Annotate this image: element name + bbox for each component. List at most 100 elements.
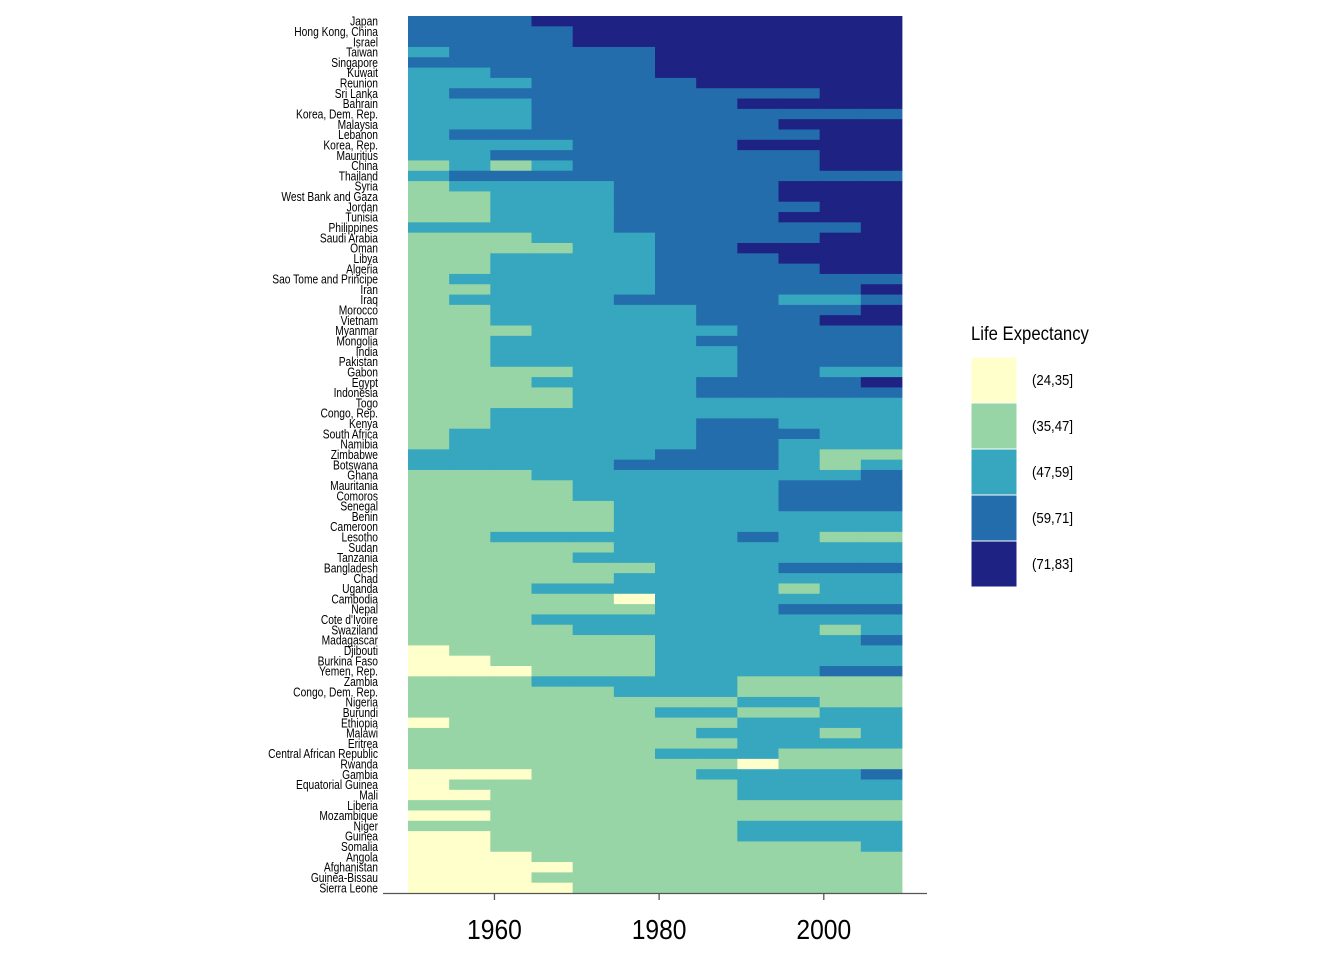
heatmap-cell <box>737 635 779 646</box>
heatmap-cell <box>531 542 574 553</box>
heatmap-cell <box>737 666 779 677</box>
heatmap-cell <box>449 562 491 574</box>
heatmap-cell <box>613 707 656 718</box>
heatmap-cell <box>778 707 821 718</box>
heatmap-cell <box>737 36 779 48</box>
heatmap-cell <box>778 439 821 450</box>
heatmap-cell <box>778 696 821 708</box>
heatmap-cell <box>655 77 697 89</box>
heatmap-cell <box>737 521 779 533</box>
heatmap-cell <box>778 573 821 584</box>
heatmap-cell <box>696 263 738 275</box>
heatmap-cell <box>613 820 656 832</box>
heatmap-cell <box>737 88 779 99</box>
heatmap-cell <box>737 676 779 688</box>
heatmap-cell <box>819 160 862 172</box>
heatmap-cell <box>613 810 656 822</box>
heatmap-cell <box>490 253 532 265</box>
heatmap-cell <box>778 129 821 141</box>
heatmap-cell <box>655 862 697 873</box>
heatmap-cell <box>860 397 903 409</box>
heatmap-cell <box>860 717 903 729</box>
heatmap-cell <box>696 222 738 234</box>
heatmap-cell <box>613 325 656 337</box>
heatmap-cell <box>696 36 738 48</box>
heatmap-cell <box>572 170 615 182</box>
heatmap-cell <box>531 552 574 564</box>
heatmap-cell <box>655 119 697 130</box>
heatmap-cell <box>655 882 697 894</box>
heatmap-cell <box>860 304 903 316</box>
heatmap-cell <box>819 758 862 770</box>
heatmap-cell <box>449 36 491 48</box>
heatmap-cell <box>490 552 532 564</box>
heatmap-cell <box>655 655 697 667</box>
heatmap-cell <box>572 624 615 636</box>
heatmap-cell <box>737 397 779 409</box>
heatmap-cell <box>819 521 862 533</box>
heatmap-cell <box>655 645 697 657</box>
heatmap-cell <box>696 284 738 295</box>
heatmap-cell <box>737 748 779 760</box>
heatmap-cell <box>531 490 574 502</box>
heatmap-cell <box>572 418 615 430</box>
heatmap-cell <box>572 521 615 533</box>
heatmap-cell <box>531 758 574 770</box>
heatmap-cell <box>408 408 450 419</box>
heatmap-cell <box>737 779 779 791</box>
heatmap-cell <box>778 356 821 368</box>
heatmap-cell <box>819 273 862 285</box>
heatmap-cell <box>819 820 862 832</box>
heatmap-cell <box>860 655 903 667</box>
heatmap-cell <box>531 304 574 316</box>
heatmap-cell <box>408 614 450 626</box>
country-label: Guinea <box>345 831 379 844</box>
heatmap-cell <box>408 232 450 244</box>
heatmap-cell <box>449 738 491 749</box>
heatmap-cell <box>778 531 821 543</box>
heatmap-cell <box>655 263 697 275</box>
heatmap-cell <box>655 851 697 863</box>
heatmap-cell <box>490 573 532 584</box>
heatmap-cell <box>860 242 903 254</box>
heatmap-cell <box>778 201 821 213</box>
heatmap-cell <box>778 872 821 884</box>
heatmap-cell <box>572 562 615 574</box>
heatmap-cell <box>696 449 738 461</box>
heatmap-cell <box>778 181 821 192</box>
heatmap-cell <box>737 480 779 492</box>
heatmap-cell <box>819 232 862 244</box>
heatmap-cell <box>819 222 862 234</box>
country-label: India <box>356 346 379 359</box>
heatmap-cell <box>737 593 779 605</box>
heatmap-cell <box>531 882 574 894</box>
heatmap-cell <box>819 108 862 120</box>
heatmap-cell <box>737 263 779 275</box>
heatmap-cell <box>819 98 862 110</box>
heatmap-cell <box>737 851 779 863</box>
heatmap-cell <box>572 387 615 399</box>
heatmap-cell <box>696 666 738 677</box>
heatmap-cell <box>572 500 615 512</box>
heatmap-cell <box>778 480 821 492</box>
heatmap-cell <box>860 356 903 368</box>
heatmap-cell <box>778 36 821 48</box>
heatmap-cell <box>655 459 697 471</box>
heatmap-cell <box>819 408 862 419</box>
heatmap-cell <box>449 150 491 161</box>
heatmap-cell <box>737 139 779 151</box>
country-label: Philippines <box>328 222 378 235</box>
heatmap-cell <box>737 387 779 399</box>
heatmap-cell <box>778 346 821 357</box>
heatmap-cell <box>696 645 738 657</box>
heatmap-cell <box>819 129 862 141</box>
heatmap-cell <box>613 46 656 58</box>
heatmap-cell <box>860 418 903 430</box>
heatmap-cell <box>778 500 821 512</box>
heatmap-cell <box>860 77 903 89</box>
heatmap-cell <box>531 294 574 306</box>
heatmap-cell <box>655 150 697 161</box>
heatmap-cell <box>778 841 821 853</box>
heatmap-cell <box>449 377 491 388</box>
heatmap-cell <box>696 439 738 450</box>
